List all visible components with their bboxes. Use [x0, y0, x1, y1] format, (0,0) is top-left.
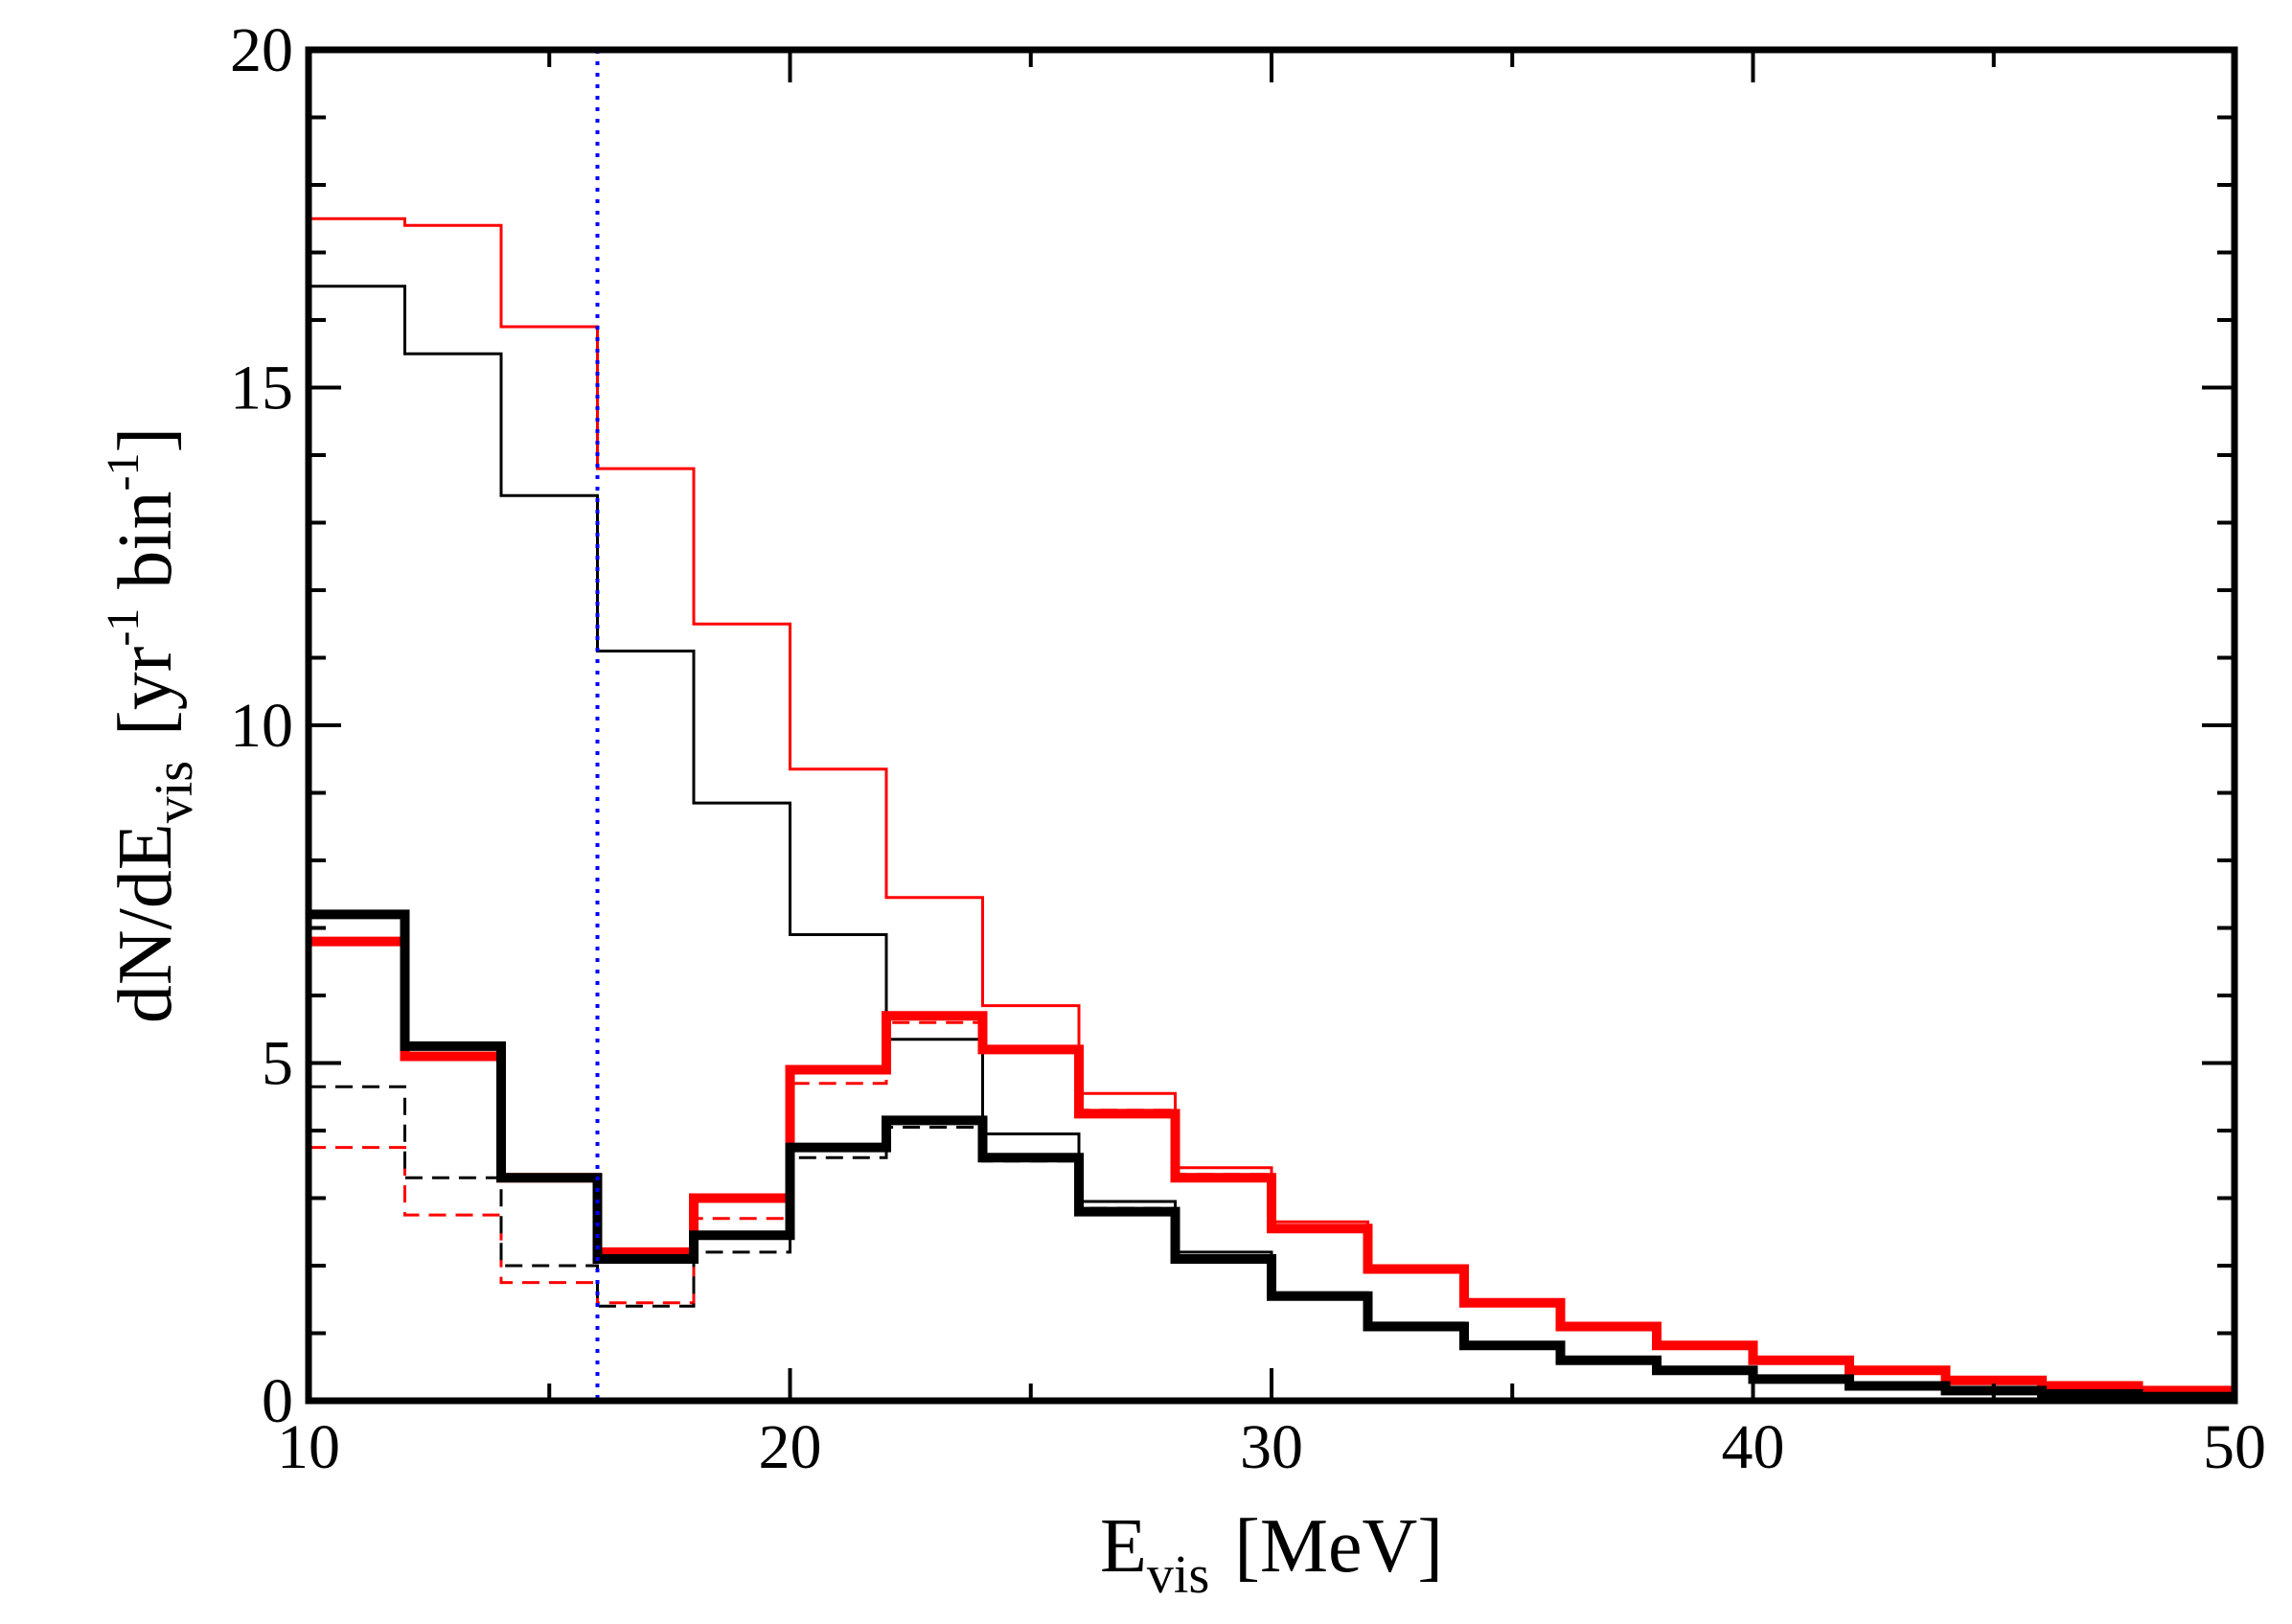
y-axis-title-sup2: -1 [98, 452, 149, 491]
y-tick-label: 10 [230, 691, 293, 761]
y-tick-label: 20 [230, 15, 293, 85]
x-axis-title: Evis [MeV] [1100, 1504, 1443, 1605]
x-tick-label: 50 [2203, 1412, 2266, 1482]
y-axis-title-sup1: -1 [98, 608, 149, 647]
tick-label-layer: 10 20 30 40 50 0 5 10 15 20 [230, 15, 2266, 1482]
x-tick-label: 20 [759, 1412, 822, 1482]
y-axis-title-unit-close: ] [103, 427, 188, 453]
y-axis-title: dN/dEvis[yr-1 bin-1] [98, 427, 204, 1023]
series-red-thick-solid [309, 936, 2235, 1396]
y-axis-title-sub: vis [145, 761, 204, 823]
x-tick-label: 10 [277, 1412, 340, 1482]
x-tick-label: 30 [1240, 1412, 1303, 1482]
x-axis-title-main: E [1100, 1504, 1147, 1589]
y-axis-title-main: dN/dE [103, 823, 188, 1023]
series-black-thick-solid [309, 909, 2235, 1401]
plot-frame [305, 46, 2238, 1405]
x-tick-label: 40 [1722, 1412, 1785, 1482]
y-tick-label: 15 [230, 354, 293, 423]
y-axis-title-unit-open: [yr [103, 647, 188, 736]
y-tick-label: 0 [262, 1366, 293, 1436]
x-axis-title-sub: vis [1147, 1545, 1209, 1605]
y-axis-title-mid: bin [103, 491, 188, 607]
y-tick-label: 5 [262, 1029, 293, 1099]
x-axis-title-unit: [MeV] [1234, 1504, 1443, 1589]
series-layer [309, 217, 2235, 1401]
